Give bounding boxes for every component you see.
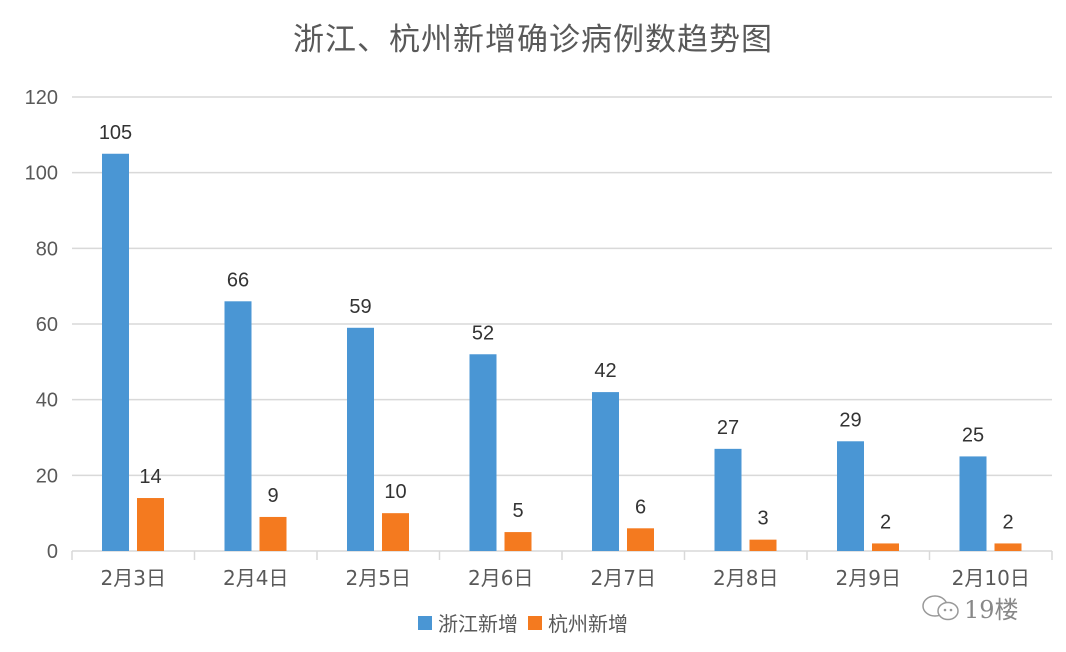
- data-label: 10: [384, 481, 406, 503]
- legend-swatch-blue: [418, 615, 432, 630]
- data-label: 27: [717, 417, 739, 439]
- watermark: 19楼: [920, 590, 1019, 625]
- x-tick-label: 2月8日: [713, 566, 778, 590]
- y-tick-label: 0: [47, 541, 58, 563]
- x-tick-label: 2月9日: [836, 566, 901, 590]
- y-tick-label: 80: [36, 238, 58, 260]
- legend-label: 浙江新增: [438, 612, 518, 636]
- x-tick-label: 2月6日: [468, 566, 533, 590]
- bar-zhejiang: [592, 392, 619, 551]
- x-tick-label: 2月4日: [223, 566, 288, 590]
- bar-hangzhou: [627, 528, 654, 551]
- bar-zhejiang: [102, 153, 129, 551]
- bar-zhejiang: [959, 456, 987, 551]
- bar-zhejiang: [469, 354, 497, 551]
- data-label: 52: [472, 322, 494, 344]
- x-tick-label: 2月10日: [952, 566, 1030, 590]
- legend: 浙江新增 杭州新增: [418, 608, 638, 637]
- data-label: 25: [962, 424, 984, 446]
- data-label: 14: [139, 466, 161, 488]
- bar-hangzhou: [259, 516, 287, 551]
- bar-zhejiang: [837, 441, 864, 551]
- y-tick-label: 100: [25, 163, 58, 185]
- y-tick-label: 120: [25, 87, 58, 109]
- y-tick-label: 40: [36, 390, 58, 412]
- y-tick-label: 60: [36, 314, 58, 336]
- bar-zhejiang: [714, 448, 742, 551]
- data-label: 5: [512, 500, 523, 522]
- data-label: 6: [635, 496, 646, 518]
- bar-hangzhou: [749, 539, 777, 551]
- legend-swatch-orange: [528, 615, 542, 630]
- bar-hangzhou: [872, 543, 899, 551]
- x-tick-label: 2月5日: [346, 566, 411, 590]
- y-tick-label: 20: [36, 465, 58, 487]
- wechat-icon: [922, 594, 959, 620]
- chart-title: 浙江、杭州新增确诊病例数趋势图: [293, 22, 773, 58]
- legend-item-hangzhou: 杭州新增: [528, 608, 628, 637]
- bar-hangzhou: [504, 532, 532, 551]
- x-tick-label: 2月3日: [101, 566, 166, 590]
- data-label: 2: [880, 511, 891, 533]
- x-tick-label: 2月7日: [591, 566, 656, 590]
- data-label: 59: [349, 296, 371, 318]
- data-label: 3: [757, 508, 768, 530]
- data-label: 2: [1002, 511, 1013, 533]
- bar-zhejiang: [347, 327, 374, 551]
- data-label: 66: [227, 269, 249, 291]
- data-label: 9: [267, 485, 278, 507]
- bar-hangzhou: [137, 498, 164, 551]
- bar-hangzhou: [994, 543, 1022, 551]
- bar-hangzhou: [382, 513, 409, 551]
- data-label: 42: [594, 360, 616, 382]
- legend-item-zhejiang: 浙江新增: [418, 608, 518, 637]
- watermark-text: 19楼: [964, 596, 1019, 624]
- bar-zhejiang: [224, 301, 252, 551]
- data-label: 29: [839, 409, 861, 431]
- data-label: 105: [99, 122, 132, 144]
- legend-label: 杭州新增: [548, 612, 628, 636]
